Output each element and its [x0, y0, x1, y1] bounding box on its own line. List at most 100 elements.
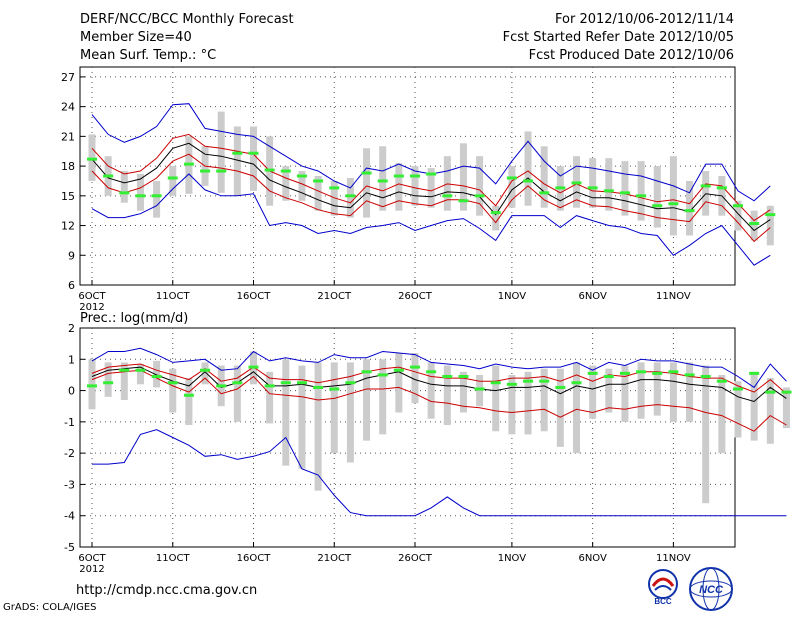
member-spread-box [605, 368, 613, 413]
member-spread-box [459, 143, 467, 211]
member-spread-box [686, 362, 694, 422]
member-spread-box [314, 362, 322, 491]
median-marker [555, 385, 566, 389]
member-spread-box [411, 166, 419, 206]
member-spread-box [153, 180, 161, 218]
member-spread-box [686, 180, 694, 236]
series-line-upper [91, 363, 787, 395]
median-marker [87, 384, 97, 388]
member-spread-box [153, 360, 161, 388]
member-spread-box [573, 362, 580, 454]
median-marker [523, 179, 534, 183]
member-spread-box [379, 146, 387, 211]
member-spread-box [427, 362, 435, 419]
member-spread-box [718, 374, 726, 454]
median-marker [313, 385, 324, 389]
member-spread-box [217, 111, 225, 193]
median-marker [700, 184, 711, 188]
member-spread-box [653, 362, 661, 416]
median-marker [555, 186, 566, 190]
y-tick-label: -1 [64, 416, 75, 429]
x-tick-label: 21OCT [317, 291, 352, 302]
forecast-started-date: Fcst Started Refer Date 2012/10/05 [502, 30, 734, 45]
x-tick-label: 21OCT [317, 553, 352, 564]
plot-frame [79, 66, 736, 286]
median-marker [716, 379, 727, 383]
member-spread-box [395, 353, 403, 413]
member-spread-box [233, 365, 241, 422]
median-marker [377, 179, 388, 183]
member-spread-box [782, 387, 790, 429]
member-spread-box [669, 362, 677, 422]
member-spread-box [88, 359, 96, 410]
median-marker [103, 381, 114, 385]
series-line-mean [91, 366, 787, 403]
y-tick-label: 21 [61, 130, 75, 143]
median-marker [264, 384, 275, 388]
member-spread-box [379, 359, 387, 435]
member-spread-box [508, 374, 516, 435]
median-marker [636, 370, 647, 374]
median-marker [377, 373, 388, 377]
member-spread-box [702, 365, 710, 504]
source-url[interactable]: http://cmdp.ncc.cma.gov.cn [76, 583, 258, 598]
grads-credit: GrADS: COLA/IGES [3, 602, 97, 613]
median-marker [264, 168, 275, 172]
x-tick-label: 6NOV [578, 291, 607, 302]
median-marker [749, 371, 760, 375]
member-spread-box [120, 362, 128, 400]
member-spread-box [169, 368, 177, 413]
variable-label-prec: Prec.: log(mm/d) [80, 311, 188, 326]
member-spread-box [734, 200, 742, 231]
median-marker [619, 371, 630, 375]
median-marker [296, 174, 307, 178]
median-marker [684, 209, 695, 213]
median-marker [539, 379, 550, 383]
median-marker [167, 176, 178, 180]
median-marker [539, 191, 550, 195]
series-line-lower [91, 153, 771, 243]
median-marker [200, 169, 211, 173]
x-tick-label: 16OCT [237, 553, 272, 564]
median-marker [733, 387, 743, 391]
x-tick-label: 6OCT [78, 291, 106, 302]
median-marker [361, 370, 372, 374]
forecast-period: For 2012/10/06-2012/11/14 [555, 12, 734, 27]
median-marker [200, 368, 211, 372]
median-marker [119, 368, 130, 372]
median-marker [716, 186, 727, 190]
median-marker [313, 179, 324, 183]
bcc-logo: BCC [648, 569, 678, 606]
y-tick-label: 27 [61, 71, 75, 84]
y-tick-label: 2 [68, 322, 75, 335]
variable-label-temp: Mean Surf. Temp.: °C [80, 48, 217, 63]
x-tick-label: 11OCT [156, 291, 191, 302]
median-marker [571, 381, 582, 385]
y-tick-label: 9 [68, 249, 75, 262]
median-marker [603, 189, 614, 193]
chart-title: DERF/NCC/BCC Monthly Forecast [80, 12, 294, 27]
median-marker [587, 371, 598, 375]
median-marker [410, 174, 420, 178]
member-spread-box [346, 362, 354, 463]
median-marker [183, 162, 194, 166]
member-spread-box [411, 353, 419, 404]
series-line-min [91, 173, 771, 266]
median-marker [474, 387, 485, 391]
median-marker [167, 381, 178, 385]
member-spread-box [298, 171, 306, 201]
x-tick-label: 26OCT [398, 553, 433, 564]
member-spread-box [363, 148, 371, 218]
median-marker [474, 194, 485, 198]
median-marker [393, 368, 404, 372]
median-marker [619, 191, 630, 195]
member-spread-box [169, 166, 177, 196]
member-size: Member Size=40 [80, 30, 192, 45]
member-spread-box [136, 363, 144, 385]
series-line-max [91, 347, 787, 389]
member-spread-box [621, 365, 629, 422]
y-tick-label: -5 [64, 541, 75, 554]
x-tick-label: 6OCT [78, 553, 106, 564]
member-spread-box [363, 359, 371, 441]
series-line-mean [91, 142, 771, 232]
